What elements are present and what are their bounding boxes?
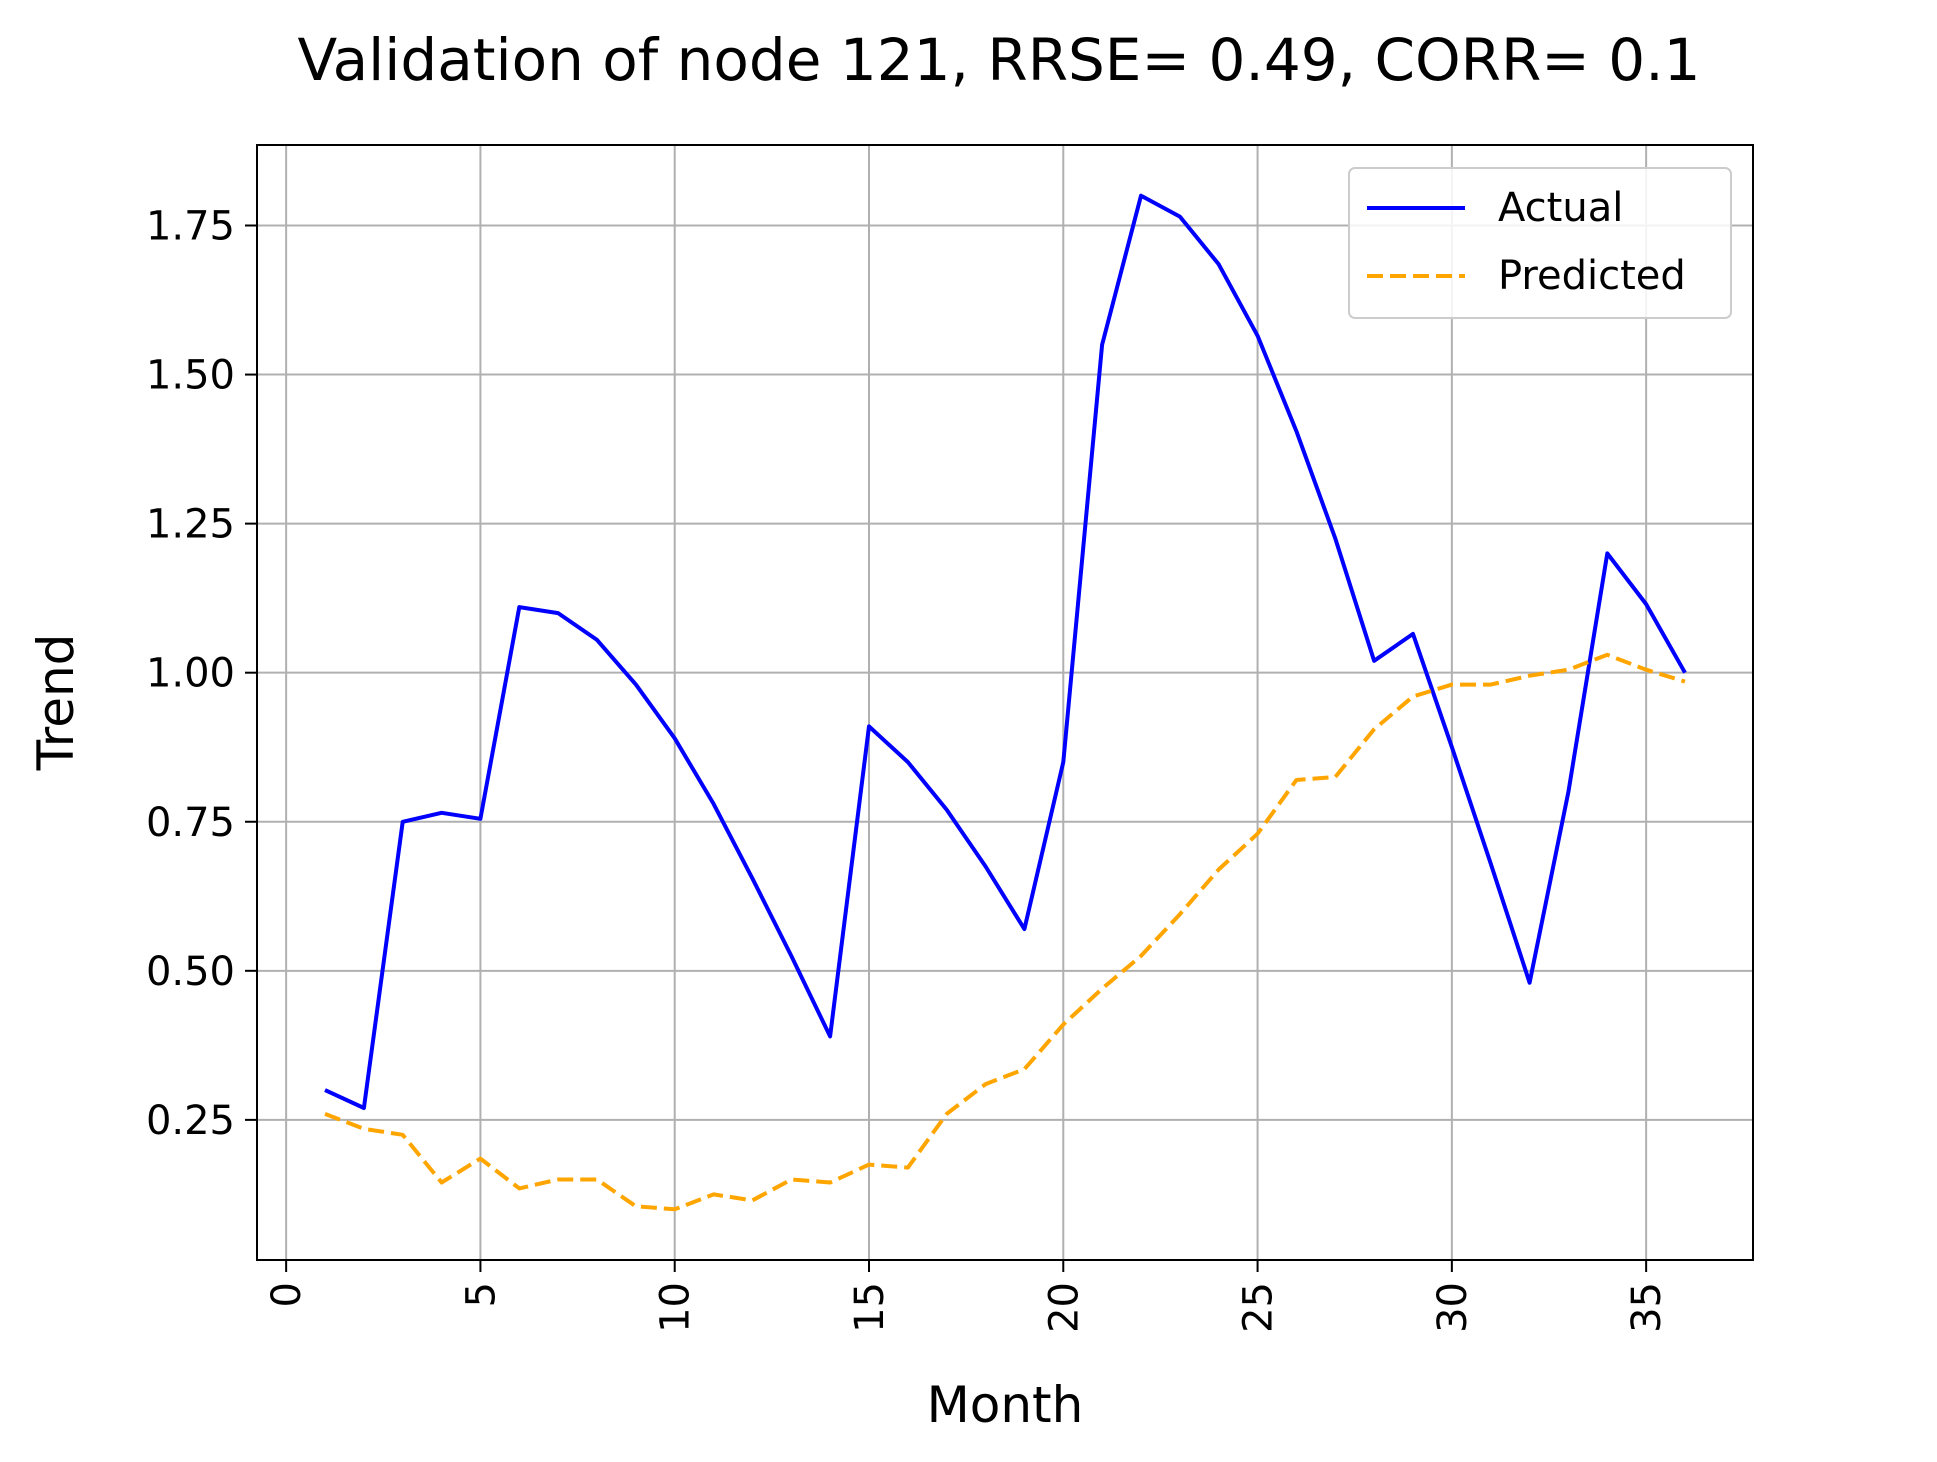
legend: Actual Predicted [1348, 167, 1732, 319]
x-tick-label: 5 [458, 1282, 504, 1307]
x-tick-label: 25 [1236, 1282, 1282, 1333]
x-tick-label: 30 [1430, 1282, 1476, 1333]
x-tick-label: 20 [1041, 1282, 1087, 1333]
x-tick-label: 10 [653, 1282, 699, 1333]
x-tick-label: 15 [847, 1282, 893, 1333]
x-tick-label: 0 [264, 1282, 310, 1307]
legend-label-predicted: Predicted [1498, 253, 1686, 299]
y-tick-label: 1.25 [146, 502, 235, 548]
x-axis-label: Month [927, 1376, 1084, 1434]
y-tick-label: 1.50 [146, 353, 235, 399]
series-line-predicted [324, 652, 1686, 1212]
tick-layer: 0 5 10 15 20 25 30 35 0.25 0.50 0.75 1.00 1.25 1.50 1.… [146, 203, 1670, 1332]
y-tick-label: 0.75 [146, 800, 235, 846]
grid-layer [257, 145, 1753, 1260]
y-tick-label: 0.50 [146, 949, 235, 995]
legend-label-actual: Actual [1498, 185, 1623, 231]
y-tick-label: 0.25 [146, 1098, 235, 1144]
y-tick-label: 1.00 [146, 651, 235, 697]
plot-frame [256, 144, 1754, 1261]
series-layer [324, 193, 1687, 1212]
y-axis-label: Trend [27, 634, 85, 772]
chart-title: Validation of node 121, RRSE= 0.49, CORR… [297, 26, 1700, 94]
x-tick-label: 35 [1624, 1282, 1670, 1333]
legend-box [1348, 167, 1732, 319]
series-line-actual [324, 193, 1687, 1110]
y-tick-label: 1.75 [146, 203, 235, 249]
